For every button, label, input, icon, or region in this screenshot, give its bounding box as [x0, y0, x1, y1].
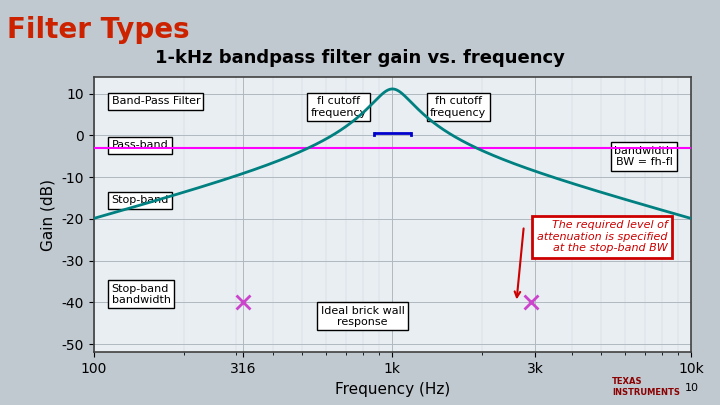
Text: TEXAS
INSTRUMENTS: TEXAS INSTRUMENTS — [612, 377, 680, 397]
Y-axis label: Gain (dB): Gain (dB) — [41, 179, 56, 251]
Text: fl cutoff
frequency: fl cutoff frequency — [310, 96, 366, 118]
Text: bandwidth
BW = fh-fl: bandwidth BW = fh-fl — [614, 146, 673, 167]
Text: Band-Pass Filter: Band-Pass Filter — [112, 96, 200, 106]
Text: Stop-band
bandwidth: Stop-band bandwidth — [112, 284, 171, 305]
Text: Pass-band: Pass-band — [112, 140, 168, 150]
Text: Ideal brick wall
response: Ideal brick wall response — [320, 305, 405, 327]
Text: Stop-band: Stop-band — [112, 195, 169, 205]
X-axis label: Frequency (Hz): Frequency (Hz) — [335, 382, 450, 396]
Text: 10: 10 — [685, 383, 698, 393]
Text: 1-kHz bandpass filter gain vs. frequency: 1-kHz bandpass filter gain vs. frequency — [155, 49, 565, 66]
Text: The required level of
attenuation is specified
at the stop-band BW: The required level of attenuation is spe… — [537, 220, 667, 254]
Text: Filter Types: Filter Types — [7, 16, 190, 44]
Text: fh cutoff
frequency: fh cutoff frequency — [430, 96, 486, 118]
